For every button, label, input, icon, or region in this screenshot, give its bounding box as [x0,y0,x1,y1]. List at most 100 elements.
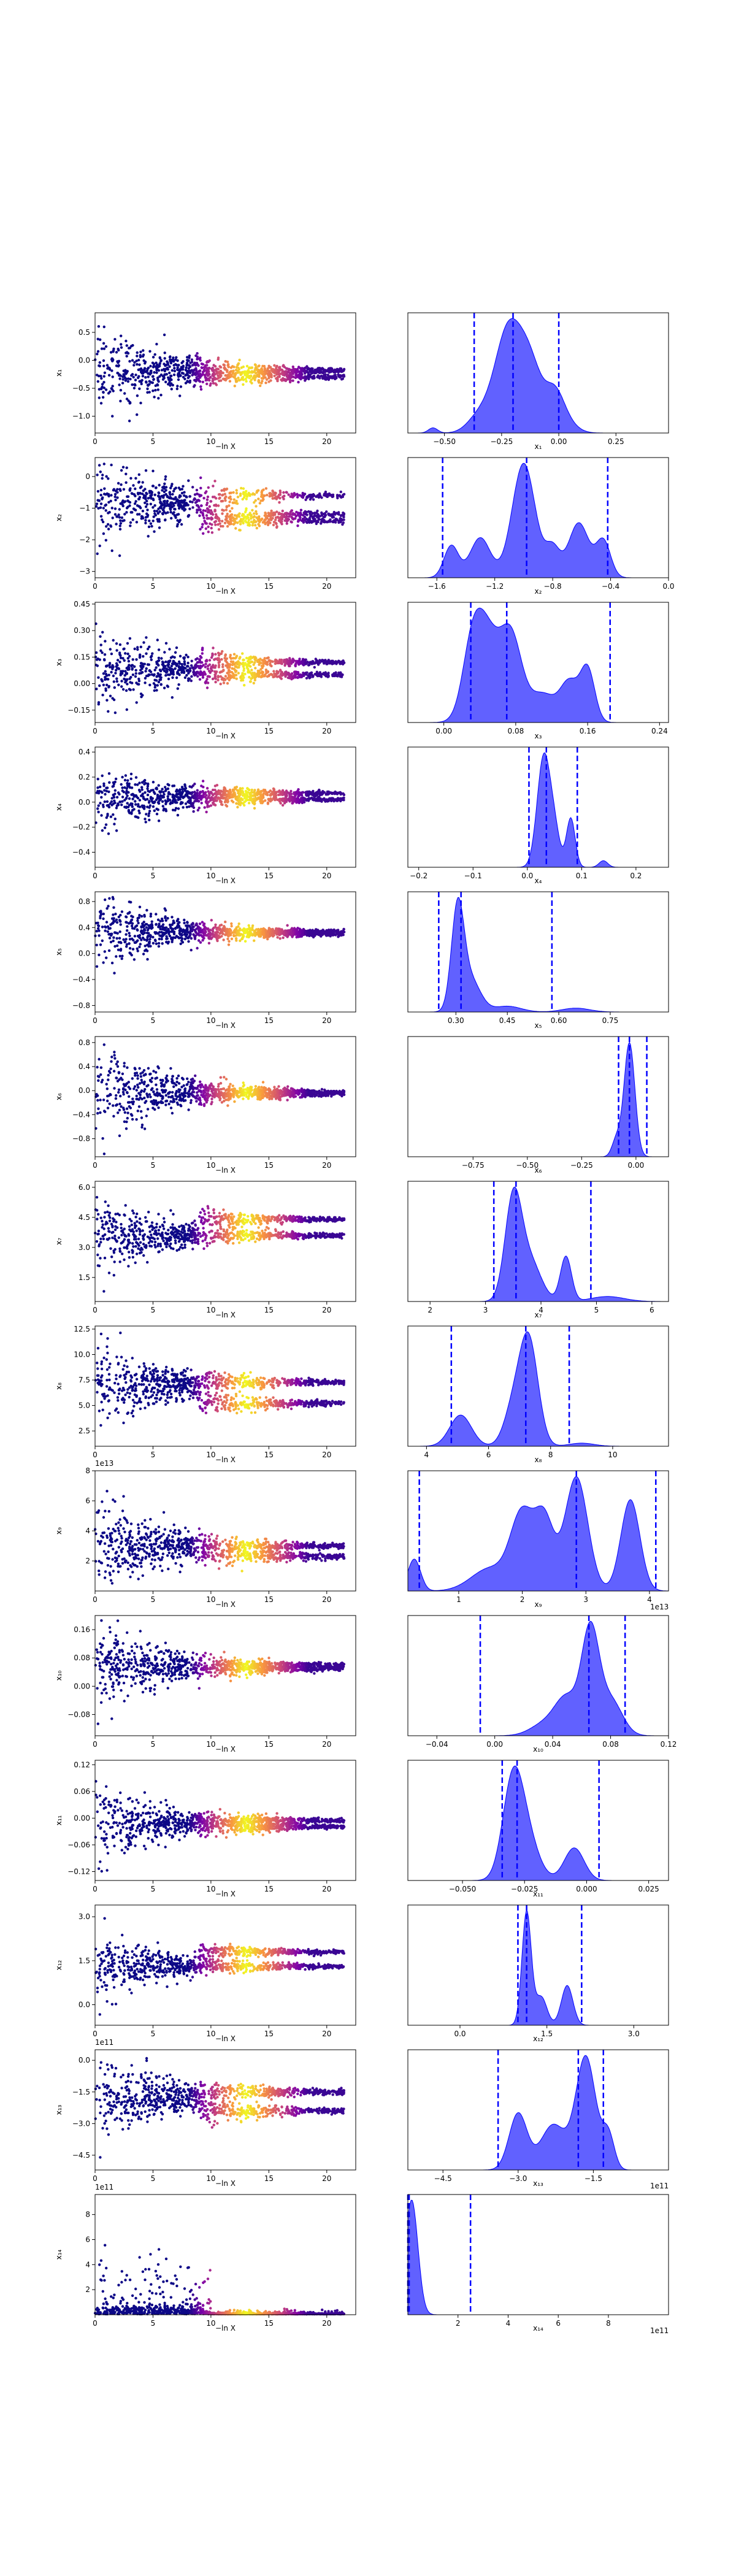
trace-point [342,793,345,796]
trace-point [264,792,267,796]
trace-point [136,351,139,355]
trace-point [171,940,174,943]
trace-point [212,666,215,669]
trace-point [258,515,261,518]
trace-point [188,667,192,670]
trace-point [282,364,285,368]
trace-frame-x4 [94,746,356,868]
trace-point [123,778,127,782]
trace-point [186,380,189,383]
trace-point [153,791,156,794]
trace-point [125,915,128,918]
trace-point [149,522,153,525]
trace-point [177,807,180,810]
trace-point [224,675,228,678]
trace-xlabel: −ln X [215,876,236,885]
trace-point [250,366,254,369]
trace-point [129,477,132,480]
trace-point [269,514,273,518]
trace-point [129,377,132,381]
trace-point [164,789,167,792]
trace-point [115,795,119,799]
trace-point [157,648,161,651]
trace-point [233,517,236,521]
trace-point [340,370,344,373]
trace-point [155,369,158,372]
trace-point [166,797,170,800]
trace-point [121,688,125,691]
trace-point [171,916,174,919]
trace-point [191,804,194,807]
trace-point [247,375,251,378]
trace-point [134,494,137,497]
trace-point [296,798,299,802]
trace-point [296,493,299,496]
trace-point [280,523,283,526]
trace-point [147,372,150,375]
trace-point [154,513,157,517]
trace-point [107,805,110,808]
trace-point [99,635,102,638]
trace-point [128,488,131,491]
trace-point [101,396,105,399]
trace-point [180,361,183,364]
trace-point [264,370,267,374]
trace-point [147,812,151,815]
trace-point [242,793,246,796]
trace-point [190,937,193,940]
trace-point [163,490,166,494]
trace-point [158,375,161,378]
trace-point [118,488,121,491]
trace-point [147,814,150,818]
trace-point [154,486,158,489]
trace-point [124,500,127,503]
trace-point [245,364,249,368]
trace-point [242,371,245,374]
trace-point [162,661,165,664]
trace-point [177,378,180,381]
trace-xtick-label: 10 [206,727,215,735]
trace-point [232,800,235,803]
trace-point [148,380,151,383]
trace-point [141,481,144,484]
trace-point [144,818,147,821]
trace-point [232,491,235,494]
trace-point [320,522,323,525]
trace-point [169,496,172,499]
trace-point [176,359,179,362]
trace-point [219,675,222,678]
trace-point [260,381,263,385]
trace-point [104,539,107,542]
trace-point [117,359,121,362]
trace-xtick-label: 15 [264,872,274,880]
trace-xtick-label: 0 [93,437,98,446]
trace-point [199,510,202,514]
trace-point [204,509,207,512]
trace-point [245,489,248,493]
trace-point [196,352,199,355]
trace-point [177,486,180,489]
trace-point [148,818,151,822]
trace-point [125,789,128,793]
trace-point [145,636,148,639]
trace-point [275,526,278,529]
trace-point [284,370,287,374]
trace-point [210,511,213,514]
trace-point [237,378,240,381]
trace-point [128,654,131,658]
trace-point [185,366,188,369]
trace-point [103,653,107,656]
trace-point [144,821,147,824]
trace-point [119,389,123,392]
trace-point [340,518,344,522]
trace-point [242,669,245,672]
trace-point [241,497,244,501]
trace-point [274,662,277,665]
kde-xlabel: x₂ [535,587,542,596]
trace-point [275,659,279,663]
trace-point [228,380,232,383]
kde-xtick-label: 0.25 [608,437,624,446]
trace-point [336,368,339,371]
trace-point [98,374,101,378]
trace-point [274,791,278,795]
